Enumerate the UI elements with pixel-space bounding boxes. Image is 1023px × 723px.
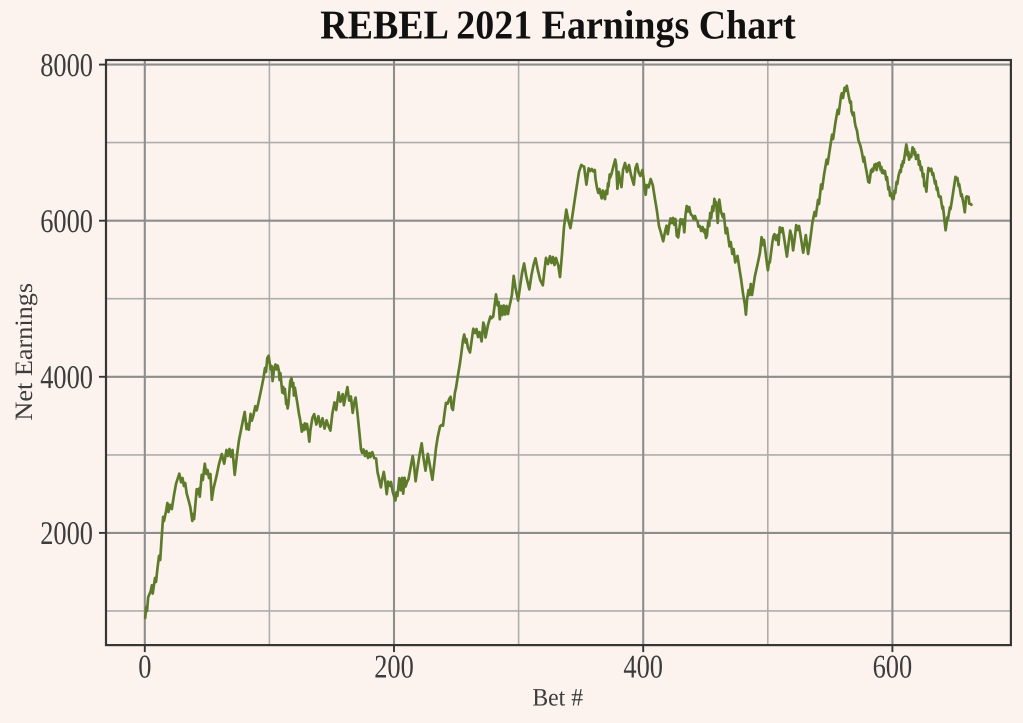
svg-text:400: 400 [623, 650, 663, 686]
svg-text:8000: 8000 [40, 48, 93, 84]
svg-text:2000: 2000 [40, 516, 93, 552]
svg-text:6000: 6000 [40, 204, 93, 240]
svg-text:4000: 4000 [40, 360, 93, 396]
svg-text:0: 0 [138, 650, 151, 686]
svg-text:Net Earnings: Net Earnings [11, 283, 38, 421]
svg-text:REBEL 2021 Earnings Chart: REBEL 2021 Earnings Chart [320, 2, 796, 49]
svg-text:200: 200 [374, 650, 414, 686]
svg-text:600: 600 [873, 650, 913, 686]
svg-text:Bet #: Bet # [532, 685, 583, 712]
